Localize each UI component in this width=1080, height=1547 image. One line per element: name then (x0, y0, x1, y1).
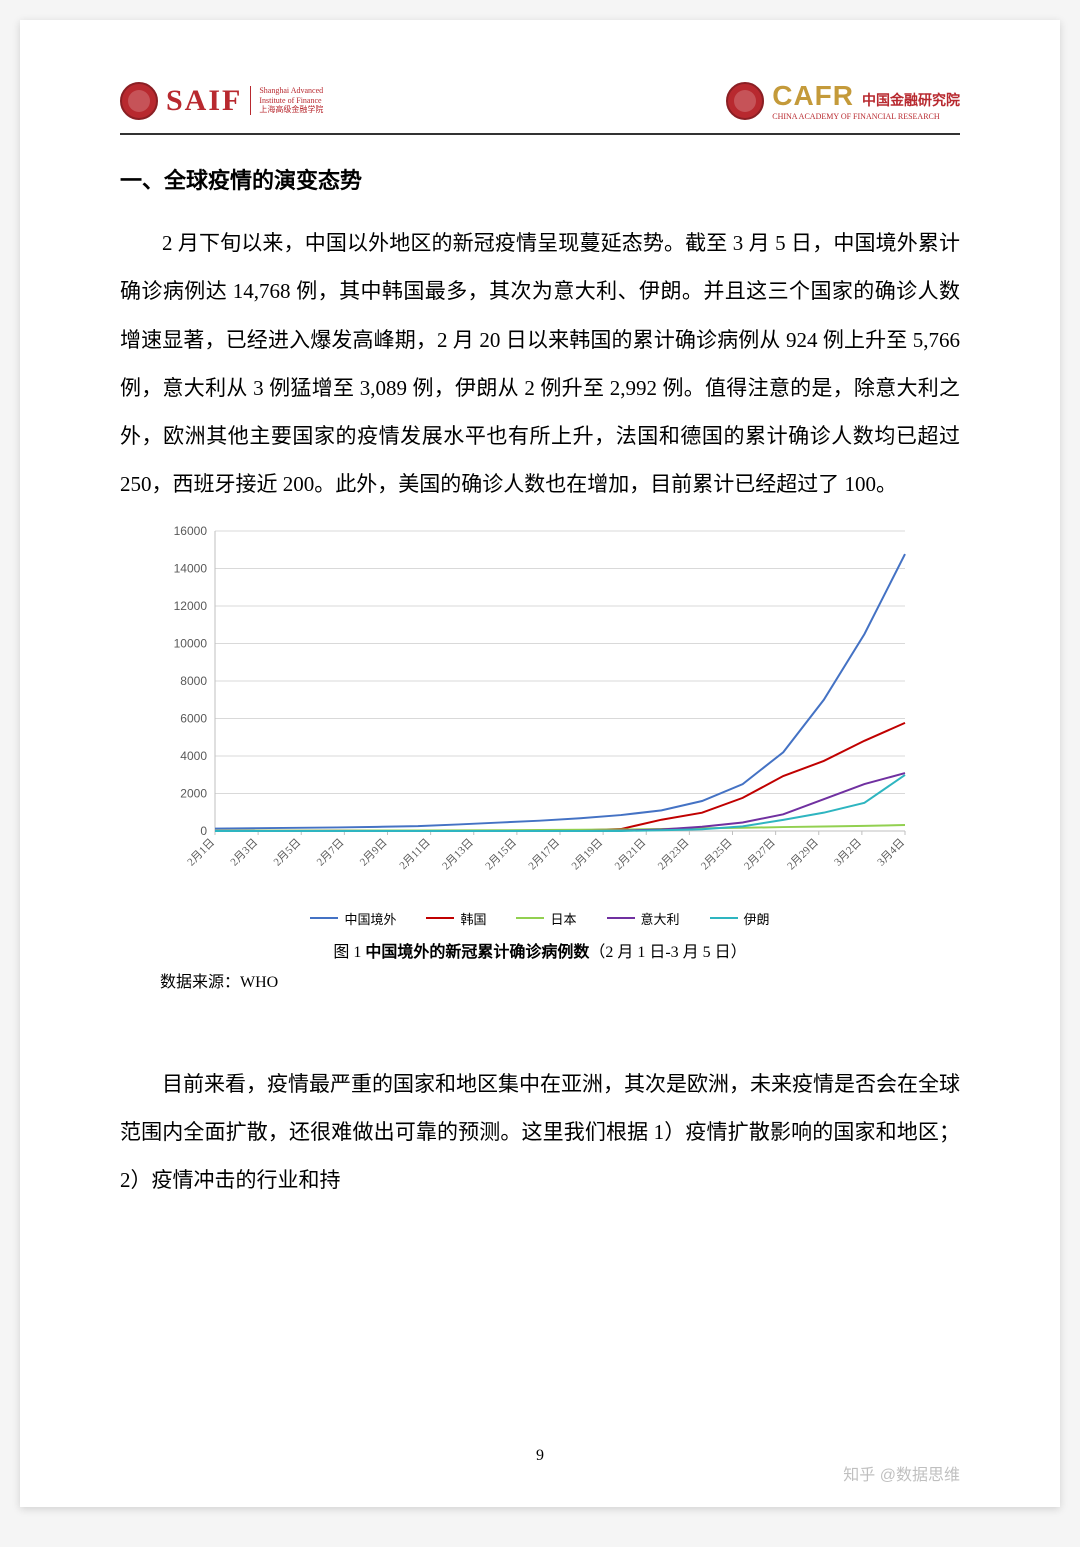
legend-item: 韩国 (426, 909, 486, 928)
chart-caption: 图 1 中国境外的新冠累计确诊病例数（2 月 1 日-3 月 5 日） (120, 938, 960, 962)
svg-text:2月23日: 2月23日 (656, 836, 692, 872)
legend-item: 伊朗 (710, 909, 770, 928)
saif-logo-subtitle: Shanghai Advanced Institute of Finance 上… (250, 86, 323, 115)
svg-text:2月3日: 2月3日 (228, 836, 260, 868)
paragraph-1: 2 月下旬以来，中国以外地区的新冠疫情呈现蔓延态势。截至 3 月 5 日，中国境… (120, 219, 960, 509)
legend-label: 意大利 (641, 909, 680, 928)
legend-label: 韩国 (460, 909, 486, 928)
svg-text:16000: 16000 (174, 524, 208, 538)
cafr-logo-text: CAFR (772, 80, 854, 111)
legend-label: 日本 (550, 909, 576, 928)
svg-text:2000: 2000 (180, 786, 207, 800)
cafr-logo: CAFR 中国金融研究院 CHINA ACADEMY OF FINANCIAL … (726, 80, 960, 121)
svg-text:14000: 14000 (174, 561, 208, 575)
svg-text:8000: 8000 (180, 674, 207, 688)
saif-logo-text: SAIF (166, 84, 242, 118)
svg-text:2月19日: 2月19日 (570, 836, 606, 872)
legend-swatch (426, 917, 454, 919)
legend-swatch (310, 917, 338, 919)
saif-seal-icon (120, 82, 158, 120)
cafr-seal-icon (726, 82, 764, 120)
svg-text:10000: 10000 (174, 636, 208, 650)
legend-item: 日本 (516, 909, 576, 928)
legend-swatch (710, 917, 738, 919)
svg-text:2月13日: 2月13日 (440, 836, 476, 872)
legend-swatch (607, 917, 635, 919)
saif-logo: SAIF Shanghai Advanced Institute of Fina… (120, 82, 323, 120)
page-header: SAIF Shanghai Advanced Institute of Fina… (120, 80, 960, 135)
legend-item: 意大利 (607, 909, 680, 928)
svg-text:3月2日: 3月2日 (832, 836, 864, 868)
svg-text:2月11日: 2月11日 (397, 836, 432, 871)
legend-item: 中国境外 (310, 909, 396, 928)
chart-legend: 中国境外 韩国 日本 意大利 伊朗 (120, 909, 960, 928)
chart-svg: 0 2000 4000 6000 8000 10000 12000 14000 16000 2月1… (160, 521, 920, 901)
svg-text:6000: 6000 (180, 711, 207, 725)
cafr-logo-sub: CHINA ACADEMY OF FINANCIAL RESEARCH (772, 112, 960, 121)
legend-label: 伊朗 (744, 909, 770, 928)
svg-text:2月27日: 2月27日 (742, 836, 778, 872)
cafr-logo-cn: 中国金融研究院 (862, 94, 960, 109)
svg-text:2月17日: 2月17日 (526, 836, 562, 872)
svg-text:2月7日: 2月7日 (315, 836, 347, 868)
svg-text:4000: 4000 (180, 749, 207, 763)
legend-label: 中国境外 (344, 909, 396, 928)
line-chart: 0 2000 4000 6000 8000 10000 12000 14000 16000 2月1… (160, 521, 920, 901)
svg-text:2月1日: 2月1日 (185, 836, 217, 868)
svg-text:2月15日: 2月15日 (483, 836, 519, 872)
document-page: SAIF Shanghai Advanced Institute of Fina… (20, 20, 1060, 1507)
section-heading: 一、全球疫情的演变态势 (120, 163, 960, 195)
legend-swatch (516, 917, 544, 919)
svg-text:2月25日: 2月25日 (699, 836, 735, 872)
svg-text:3月4日: 3月4日 (875, 836, 907, 868)
svg-text:0: 0 (200, 824, 207, 838)
svg-text:2月9日: 2月9日 (358, 836, 390, 868)
svg-text:2月21日: 2月21日 (613, 836, 649, 872)
paragraph-2: 目前来看，疫情最严重的国家和地区集中在亚洲，其次是欧洲，未来疫情是否会在全球范围… (120, 1060, 960, 1205)
watermark: 知乎 @数据思维 (843, 1461, 960, 1485)
svg-text:2月5日: 2月5日 (272, 836, 304, 868)
svg-text:2月29日: 2月29日 (785, 836, 821, 872)
svg-text:12000: 12000 (174, 599, 208, 613)
data-source: 数据来源：WHO (120, 968, 960, 992)
